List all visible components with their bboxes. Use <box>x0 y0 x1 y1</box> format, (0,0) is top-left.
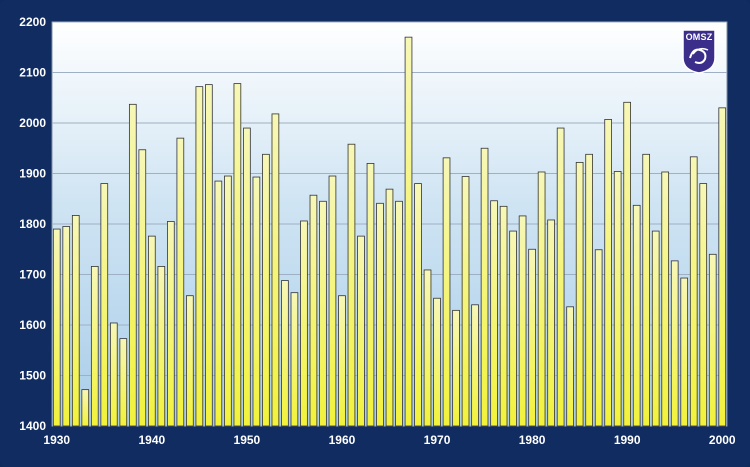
bar-1935 <box>100 183 109 427</box>
bar-1932 <box>71 215 80 427</box>
bar-1985 <box>575 161 584 427</box>
x-tick-label: 1970 <box>424 433 451 447</box>
bar-1954 <box>281 280 289 427</box>
bar-1966 <box>395 200 403 427</box>
bar-1983 <box>556 127 565 427</box>
bar-1989 <box>613 171 622 427</box>
bar-1944 <box>186 295 194 427</box>
bar-1996 <box>680 277 689 427</box>
bar-1947 <box>214 180 223 427</box>
bar-1963 <box>366 162 375 427</box>
bar-1945 <box>195 86 204 427</box>
omsz-logo: OMSZ <box>681 28 717 74</box>
bar-1942 <box>167 221 175 427</box>
bar-1975 <box>480 147 489 427</box>
y-tick-label: 2100 <box>19 66 46 80</box>
bar-1943 <box>176 137 185 427</box>
bar-1970 <box>433 297 441 427</box>
bar-1979 <box>518 215 527 427</box>
bar-1981 <box>537 171 546 427</box>
x-tick-label: 1980 <box>519 433 546 447</box>
logo-text: OMSZ <box>685 32 713 42</box>
bar-1986 <box>585 153 593 427</box>
y-tick-label: 2000 <box>19 116 46 130</box>
bar-1950 <box>243 127 251 427</box>
logo-shield-icon <box>682 29 716 74</box>
bar-1974 <box>471 304 479 427</box>
bar-1978 <box>509 230 517 427</box>
bar-1977 <box>499 205 508 427</box>
bar-1993 <box>651 230 660 427</box>
bar-1971 <box>442 157 451 427</box>
bar-1998 <box>699 183 708 427</box>
bars <box>52 36 727 427</box>
bar-1969 <box>423 269 432 427</box>
bar-1967 <box>404 36 413 427</box>
x-axis-ticks: 1930 1940 1950 1960 1970 1980 1990 2000 <box>43 433 736 447</box>
bar-1959 <box>328 175 337 427</box>
bar-1934 <box>90 266 99 427</box>
bar-1991 <box>632 204 641 427</box>
bar-1937 <box>119 338 128 427</box>
bar-1958 <box>319 200 327 427</box>
bar-1938 <box>128 103 137 427</box>
bar-1952 <box>262 153 270 427</box>
bar-1939 <box>138 149 147 427</box>
bar-1951 <box>252 176 261 427</box>
bar-1955 <box>290 292 299 427</box>
bar-1972 <box>452 309 460 427</box>
bar-1988 <box>604 119 612 427</box>
y-tick-label: 1600 <box>19 318 46 332</box>
bar-1933 <box>81 389 90 427</box>
y-axis-ticks: 1400 1500 1600 1700 1800 1900 2000 2100 2200 <box>19 15 46 433</box>
bar-1994 <box>661 171 670 427</box>
bar-1930 <box>52 228 61 427</box>
bar-1962 <box>357 235 365 427</box>
bar-1965 <box>385 188 394 427</box>
bar-1990 <box>623 101 631 427</box>
bar-1961 <box>347 143 356 427</box>
bar-1968 <box>414 183 422 427</box>
bar-1956 <box>300 220 308 427</box>
bar-1973 <box>461 176 470 427</box>
y-tick-label: 1800 <box>19 217 46 231</box>
y-tick-label: 2200 <box>19 15 46 29</box>
bar-1980 <box>528 248 536 427</box>
bar-1953 <box>271 113 280 427</box>
y-tick-label: 1900 <box>19 167 46 181</box>
bar-1946 <box>205 84 213 427</box>
bar-1941 <box>157 266 166 427</box>
y-tick-label: 1400 <box>19 419 46 433</box>
y-tick-label: 1700 <box>19 268 46 282</box>
bar-1931 <box>62 226 71 427</box>
x-tick-label: 2000 <box>709 433 736 447</box>
y-tick-label: 1500 <box>19 369 46 383</box>
bar-2000 <box>718 107 727 427</box>
bar-1984 <box>566 306 574 427</box>
bar-1964 <box>376 202 384 427</box>
x-tick-label: 1960 <box>329 433 356 447</box>
bar-1995 <box>670 260 679 427</box>
bar-1997 <box>689 156 698 427</box>
bar-1949 <box>233 83 242 427</box>
bar-1960 <box>338 295 346 427</box>
x-tick-label: 1940 <box>138 433 165 447</box>
bar-1992 <box>642 153 651 427</box>
x-tick-label: 1930 <box>43 433 70 447</box>
bar-1936 <box>109 322 118 427</box>
bar-1957 <box>309 194 318 427</box>
bar-1976 <box>490 200 498 427</box>
bar-1948 <box>224 175 232 427</box>
x-tick-label: 1950 <box>234 433 261 447</box>
x-tick-label: 1990 <box>614 433 641 447</box>
bar-1987 <box>594 249 603 427</box>
bar-1940 <box>148 235 156 427</box>
bar-1982 <box>547 219 555 427</box>
bar-1999 <box>708 253 717 427</box>
